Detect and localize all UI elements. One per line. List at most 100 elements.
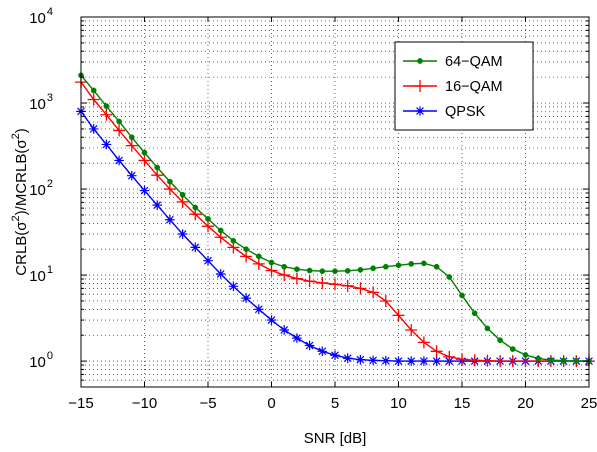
data-point (417, 336, 430, 349)
legend-label: 64−QAM (445, 54, 503, 70)
data-point (419, 356, 429, 366)
data-point (573, 358, 580, 364)
data-point (230, 237, 237, 244)
data-point (395, 262, 402, 269)
data-point (254, 304, 264, 315)
data-point (192, 204, 199, 211)
data-point (342, 353, 353, 364)
data-point (139, 185, 150, 196)
data-point (494, 355, 507, 368)
y-tick-label: 100 (29, 350, 53, 371)
x-tick-label: 10 (390, 395, 407, 412)
data-point (468, 354, 481, 367)
legend-item: QPSK (403, 104, 486, 120)
data-point (446, 274, 453, 280)
data-point (381, 355, 391, 366)
data-point (176, 195, 189, 208)
data-point (456, 353, 468, 366)
y-tick-label: 104 (29, 6, 53, 27)
data-point (357, 267, 364, 273)
data-point (255, 253, 262, 260)
data-point (88, 124, 99, 134)
legend-label: 16−QAM (445, 79, 503, 95)
data-point (406, 356, 416, 366)
ticks (80, 16, 590, 388)
data-point (408, 261, 415, 267)
data-point (151, 169, 164, 182)
data-point (368, 355, 378, 366)
x-tick-label: 5 (331, 395, 339, 412)
data-point (430, 345, 443, 358)
data-point (548, 357, 554, 363)
data-point (431, 356, 442, 366)
data-point (125, 139, 138, 152)
data-point (101, 139, 112, 150)
data-point (90, 87, 97, 94)
data-point (152, 200, 162, 210)
data-point (459, 292, 465, 299)
data-point (87, 93, 100, 106)
data-point (240, 250, 253, 263)
data-point (127, 170, 137, 181)
data-point (509, 346, 516, 352)
data-point (379, 294, 392, 307)
grid (80, 17, 590, 388)
data-point (252, 257, 265, 270)
data-point (481, 354, 494, 367)
data-point (497, 337, 503, 344)
data-point (292, 333, 302, 343)
data-point (303, 275, 316, 288)
legend: 64−QAM 16−QAM QPSK (394, 41, 534, 131)
x-tick-label: −15 (68, 395, 93, 412)
data-point (370, 265, 376, 272)
data-point (190, 242, 201, 253)
x-tick-label: 25 (581, 395, 597, 412)
series-dot (78, 72, 592, 364)
data-point (228, 281, 239, 292)
data-point (355, 354, 366, 365)
data-point (165, 214, 175, 225)
data-point (266, 315, 277, 325)
data-point (344, 267, 351, 274)
data-point (382, 263, 389, 270)
data-point (484, 325, 491, 332)
legend-item: 16−QAM (403, 79, 503, 95)
data-point (317, 346, 328, 357)
data-point (506, 355, 519, 368)
legend-label: QPSK (445, 104, 486, 120)
y-tick-labels: 100 101 102 103 104 (29, 6, 53, 371)
data-point (306, 267, 313, 274)
data-point (128, 134, 135, 141)
data-point (392, 309, 405, 322)
data-point (367, 286, 380, 299)
data-point (163, 183, 176, 196)
data-point (217, 227, 224, 234)
data-point (113, 124, 126, 137)
data-point (421, 260, 427, 267)
data-point (215, 269, 226, 279)
data-point (177, 229, 188, 239)
data-point (535, 355, 542, 362)
data-point (332, 268, 338, 275)
data-point (278, 269, 291, 282)
data-point (103, 103, 110, 109)
data-point (279, 325, 289, 335)
x-tick-label: 20 (517, 395, 534, 412)
data-point (141, 149, 148, 156)
data-point (203, 255, 213, 266)
data-point (393, 356, 404, 366)
data-point (179, 191, 186, 198)
data-point (341, 279, 354, 292)
data-point (304, 340, 315, 351)
data-point (265, 264, 278, 277)
x-tick-label: 0 (267, 395, 275, 412)
data-point (138, 154, 151, 167)
data-point (202, 220, 214, 233)
data-point (415, 106, 425, 116)
data-point (167, 178, 173, 185)
y-tick-label: 102 (29, 178, 53, 199)
data-point (329, 278, 341, 291)
data-point (319, 268, 326, 275)
x-tick-label: −10 (132, 395, 157, 412)
